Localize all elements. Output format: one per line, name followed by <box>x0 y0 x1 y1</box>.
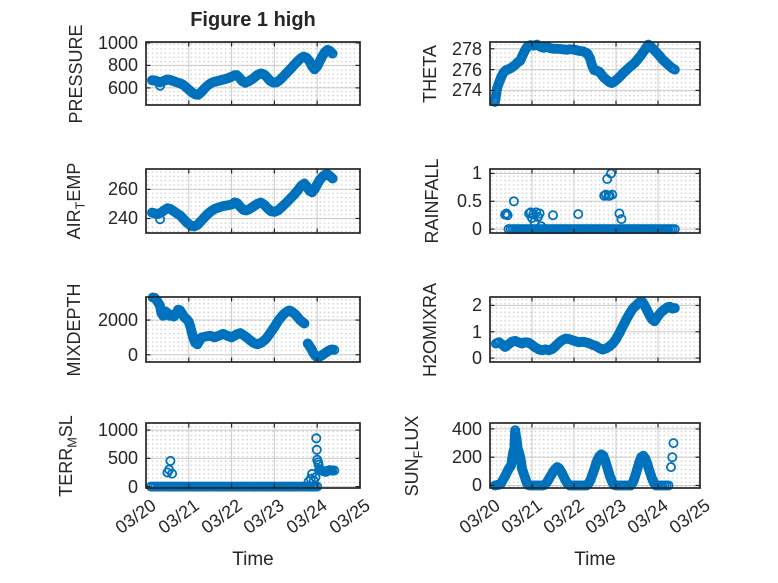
ytick-label-AIR_TEMP: 260 <box>107 179 138 200</box>
ytick-label-PRESSURE: 1000 <box>97 32 138 53</box>
scatter-markers <box>147 292 340 363</box>
tick-marks <box>145 169 361 233</box>
tick-marks <box>489 42 701 105</box>
ytick-label-PRESSURE: 800 <box>107 55 138 76</box>
tick-marks <box>489 423 701 488</box>
subplot-AIR_TEMP <box>145 168 361 234</box>
ytick-label-THETA: 274 <box>451 80 482 101</box>
ytick-label-H2OMIXRA: 0 <box>471 348 482 369</box>
ytick-label-TERR_MSL: 0 <box>127 476 138 497</box>
ytick-label-SUN_FLUX: 200 <box>451 447 482 468</box>
tick-marks <box>145 42 361 105</box>
ytick-label-AIR_TEMP: 240 <box>107 208 138 229</box>
subplot-PRESSURE <box>145 41 361 106</box>
figure-title: Figure 1 high <box>190 9 316 31</box>
scatter-markers <box>146 169 338 232</box>
tick-marks <box>489 169 701 233</box>
subplot-SUN_FLUX <box>489 422 701 491</box>
subplot-THETA <box>489 39 701 107</box>
ytick-label-MIXDEPTH: 2000 <box>97 310 138 331</box>
ytick-label-MIXDEPTH: 0 <box>127 344 138 365</box>
ytick-label-PRESSURE: 600 <box>107 77 138 98</box>
subplot-MIXDEPTH <box>145 292 361 363</box>
ytick-label-H2OMIXRA: 2 <box>471 295 482 316</box>
ytick-label-THETA: 278 <box>451 38 482 59</box>
scatter-markers <box>146 433 340 492</box>
y-axis-label-TERR_MSL: TERRMSL <box>56 414 80 497</box>
subplot-H2OMIXRA <box>489 296 701 363</box>
tick-marks <box>145 423 361 488</box>
ytick-label-TERR_MSL: 500 <box>107 448 138 469</box>
y-axis-label-SUN_FLUX: SUNFLUX <box>402 415 426 496</box>
ytick-label-H2OMIXRA: 1 <box>471 321 482 342</box>
scatter-markers <box>489 39 680 107</box>
tick-marks <box>145 297 361 362</box>
ytick-label-THETA: 276 <box>451 59 482 80</box>
ytick-label-RAINFALL: 0 <box>471 219 482 240</box>
subplot-TERR_MSL <box>145 422 361 492</box>
ytick-label-SUN_FLUX: 400 <box>451 418 482 439</box>
x-axis-label-left: Time <box>232 549 274 570</box>
subplot-RAINFALL <box>489 168 701 235</box>
ytick-label-RAINFALL: 0.5 <box>456 191 482 212</box>
ytick-label-RAINFALL: 1 <box>471 163 482 184</box>
scatter-markers <box>146 44 338 100</box>
x-axis-label-right: Time <box>574 549 616 570</box>
ytick-label-SUN_FLUX: 0 <box>471 475 482 496</box>
ytick-label-TERR_MSL: 1000 <box>97 420 138 441</box>
tick-marks <box>489 297 701 362</box>
scatter-markers <box>490 296 680 356</box>
